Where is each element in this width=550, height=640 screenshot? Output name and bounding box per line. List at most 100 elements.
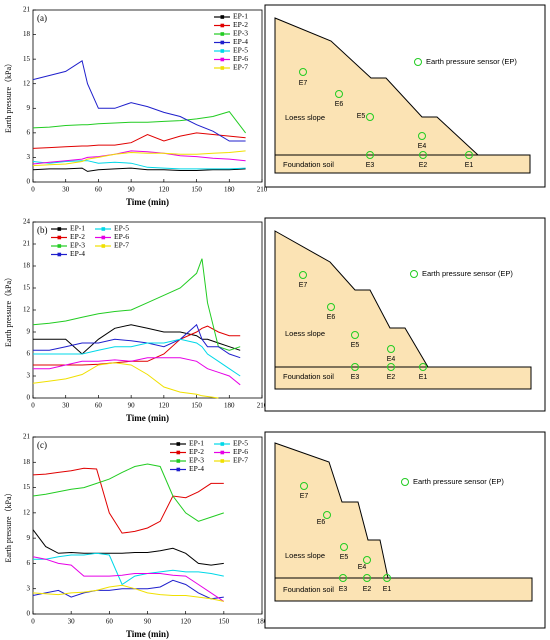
y-axis-label: Earth pressure（kPa）: [4, 273, 13, 347]
x-tick-label: 90: [128, 186, 136, 194]
series-line: [33, 357, 241, 386]
sensor: [351, 331, 359, 339]
legend-marker: [220, 450, 225, 455]
y-tick-label: 24: [23, 218, 31, 226]
sensor-label: E4: [358, 564, 367, 571]
y-tick-label: 15: [23, 284, 31, 292]
sensor-label: E4: [418, 143, 427, 150]
legend-label: EP-3: [233, 29, 248, 38]
legend-label: EP-5: [233, 439, 248, 448]
x-tick-label: 120: [159, 186, 170, 194]
panel-label: (c): [37, 440, 47, 450]
foundation-soil: [274, 154, 531, 174]
x-tick-label: 150: [191, 402, 202, 410]
sensor: [363, 574, 371, 582]
y-tick-label: 3: [27, 372, 31, 380]
x-tick-label: 90: [144, 618, 152, 626]
sensor-label: E5: [357, 113, 366, 120]
panel-label: (b): [37, 225, 48, 235]
y-tick-label: 3: [27, 153, 31, 161]
sensor-label: E6: [327, 314, 336, 321]
y-tick-label: 3: [27, 584, 31, 592]
legend-label: EP-5: [233, 46, 248, 55]
x-axis-label: Time (min): [126, 413, 169, 423]
y-tick-label: 6: [27, 559, 31, 567]
slope-label: Loess slope: [285, 113, 325, 122]
sensor-label: E1: [465, 162, 474, 169]
legend-text: Earth pressure sensor (EP): [426, 57, 517, 66]
x-tick-label: 60: [106, 618, 114, 626]
x-tick-label: 30: [62, 402, 70, 410]
legend-label: EP-7: [233, 63, 248, 72]
legend-label: EP-3: [189, 456, 204, 465]
series-line: [32, 556, 225, 602]
y-tick-label: 6: [27, 128, 31, 136]
x-tick-label: 0: [31, 618, 35, 626]
legend-sensor: [401, 478, 409, 486]
sensor: [300, 482, 308, 490]
y-tick-label: 0: [27, 178, 31, 186]
sensor: [299, 271, 307, 279]
legend-text: Earth pressure sensor (EP): [413, 477, 504, 486]
x-tick-label: 180: [224, 186, 235, 194]
foundation-soil: [274, 577, 533, 602]
series-line: [32, 258, 241, 351]
legend-label: EP-7: [114, 241, 129, 250]
sensor-label: E5: [340, 554, 349, 561]
x-tick-label: 210: [257, 186, 268, 194]
y-tick-label: 15: [23, 55, 31, 63]
legend-marker: [176, 467, 181, 472]
panel-label: (a): [37, 13, 47, 23]
x-tick-label: 120: [159, 402, 170, 410]
sensor: [327, 303, 335, 311]
x-tick-label: 0: [31, 402, 35, 410]
legend-label: EP-6: [114, 232, 129, 241]
sensor: [366, 151, 374, 159]
sensor-label: E3: [351, 374, 360, 381]
sensor-label: E6: [335, 101, 344, 108]
series-line: [32, 111, 246, 134]
legend-label: EP-2: [233, 20, 248, 29]
x-tick-label: 120: [180, 618, 191, 626]
x-tick-label: 180: [257, 618, 268, 626]
legend-marker: [57, 244, 62, 248]
sensor: [340, 543, 348, 551]
sensor: [351, 363, 359, 371]
foundation-label: Foundation soil: [283, 585, 334, 594]
sensor: [363, 556, 371, 564]
legend-label: EP-5: [114, 224, 129, 233]
legend-label: EP-3: [70, 241, 85, 250]
x-tick-label: 60: [95, 186, 103, 194]
legend-label: EP-4: [70, 249, 85, 258]
y-tick-label: 21: [23, 433, 31, 441]
legend-label: EP-6: [233, 447, 248, 456]
legend-label: EP-1: [233, 12, 248, 21]
y-tick-label: 12: [23, 306, 31, 314]
series-line: [32, 150, 246, 165]
y-tick-label: 9: [27, 104, 31, 112]
sensor: [418, 132, 426, 140]
legend-marker: [101, 227, 106, 231]
sensor: [366, 113, 374, 121]
legend-marker: [57, 227, 62, 231]
sensor: [419, 363, 427, 371]
sensor: [335, 90, 343, 98]
legend-marker: [101, 235, 106, 240]
y-tick-label: 12: [23, 79, 31, 87]
legend-marker: [57, 235, 62, 240]
y-tick-label: 15: [23, 483, 31, 491]
sensor: [339, 574, 347, 582]
sensor-label: E5: [351, 342, 360, 349]
foundation-label: Foundation soil: [283, 160, 334, 169]
series-line: [32, 160, 246, 170]
legend-label: EP-2: [189, 447, 204, 456]
series-line: [32, 467, 224, 534]
series-line: [32, 167, 246, 172]
series-line: [33, 324, 241, 355]
series-line: [32, 529, 224, 566]
series-line: [33, 323, 241, 359]
x-tick-label: 60: [95, 402, 103, 410]
y-axis-label: Earth pressure（kPa）: [4, 489, 13, 563]
legend-text: Earth pressure sensor (EP): [422, 269, 513, 278]
